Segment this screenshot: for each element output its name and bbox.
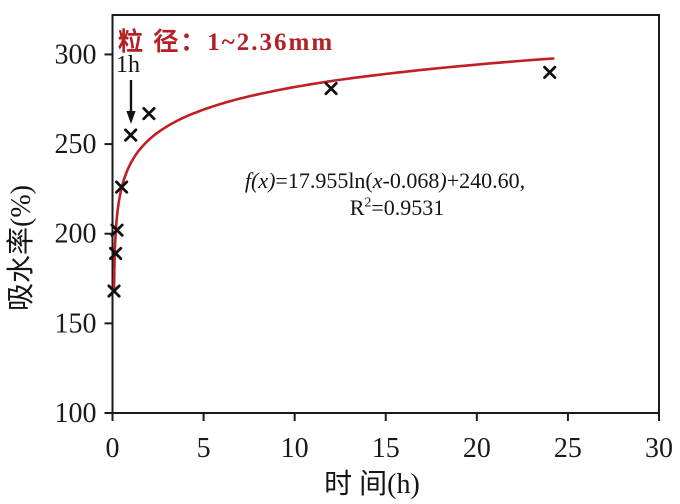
y-tick-label: 300 xyxy=(55,39,97,70)
fit-equation: f(x)=17.955ln(x-0.068)+240.60, R2=0.9531 xyxy=(225,167,545,221)
y-axis-title: 吸水率(%) xyxy=(5,185,37,311)
data-markers xyxy=(107,65,557,298)
data-point-marker xyxy=(115,180,129,194)
one-hour-arrow-icon xyxy=(126,80,136,124)
x-axis-title: 时 间(h) xyxy=(324,468,420,500)
y-tick-label: 200 xyxy=(55,219,97,250)
fit-r-squared: R2=0.9531 xyxy=(249,194,545,221)
x-tick-label: 0 xyxy=(106,433,120,464)
x-tick-label: 30 xyxy=(645,433,673,464)
data-point-marker xyxy=(324,81,338,96)
fit-r-squared-segment: =0.9531 xyxy=(371,195,445,220)
x-tick-label: 10 xyxy=(281,433,309,464)
fit-equation-segment: ) xyxy=(439,168,447,193)
fit-equation-segment: =17.955ln( xyxy=(275,168,373,193)
data-point-marker xyxy=(107,284,121,298)
fit-equation-segment: +240.60, xyxy=(446,168,526,193)
fit-equation-segment: -0.068 xyxy=(382,168,440,193)
fit-equation-line1: f(x)=17.955ln(x-0.068)+240.60, xyxy=(225,167,545,194)
y-tick-label: 150 xyxy=(55,308,97,339)
x-tick-label: 20 xyxy=(463,433,491,464)
plot-frame: 0 5 10 15 20 25 30 100 150 200 250 300 xyxy=(55,14,673,464)
x-tick-label: 15 xyxy=(372,433,400,464)
particle-size-label: 粒 径：1~2.36mm xyxy=(118,29,335,56)
data-point-marker xyxy=(142,107,156,121)
data-point-marker xyxy=(124,128,138,142)
x-tick-label: 5 xyxy=(197,433,211,464)
fit-r-squared-segment: 2 xyxy=(364,194,372,210)
data-point-marker xyxy=(543,65,557,79)
fit-equation-segment: f(x) xyxy=(244,168,276,193)
x-tick-label: 25 xyxy=(554,433,582,464)
y-tick-label: 250 xyxy=(55,129,97,160)
time-annotation-1h: 1h xyxy=(116,52,140,78)
data-point-marker xyxy=(110,223,124,237)
y-tick-label: 100 xyxy=(55,398,97,429)
fit-r-squared-segment: R xyxy=(349,195,365,220)
fit-equation-segment: x xyxy=(372,168,383,193)
data-point-marker xyxy=(108,246,123,261)
